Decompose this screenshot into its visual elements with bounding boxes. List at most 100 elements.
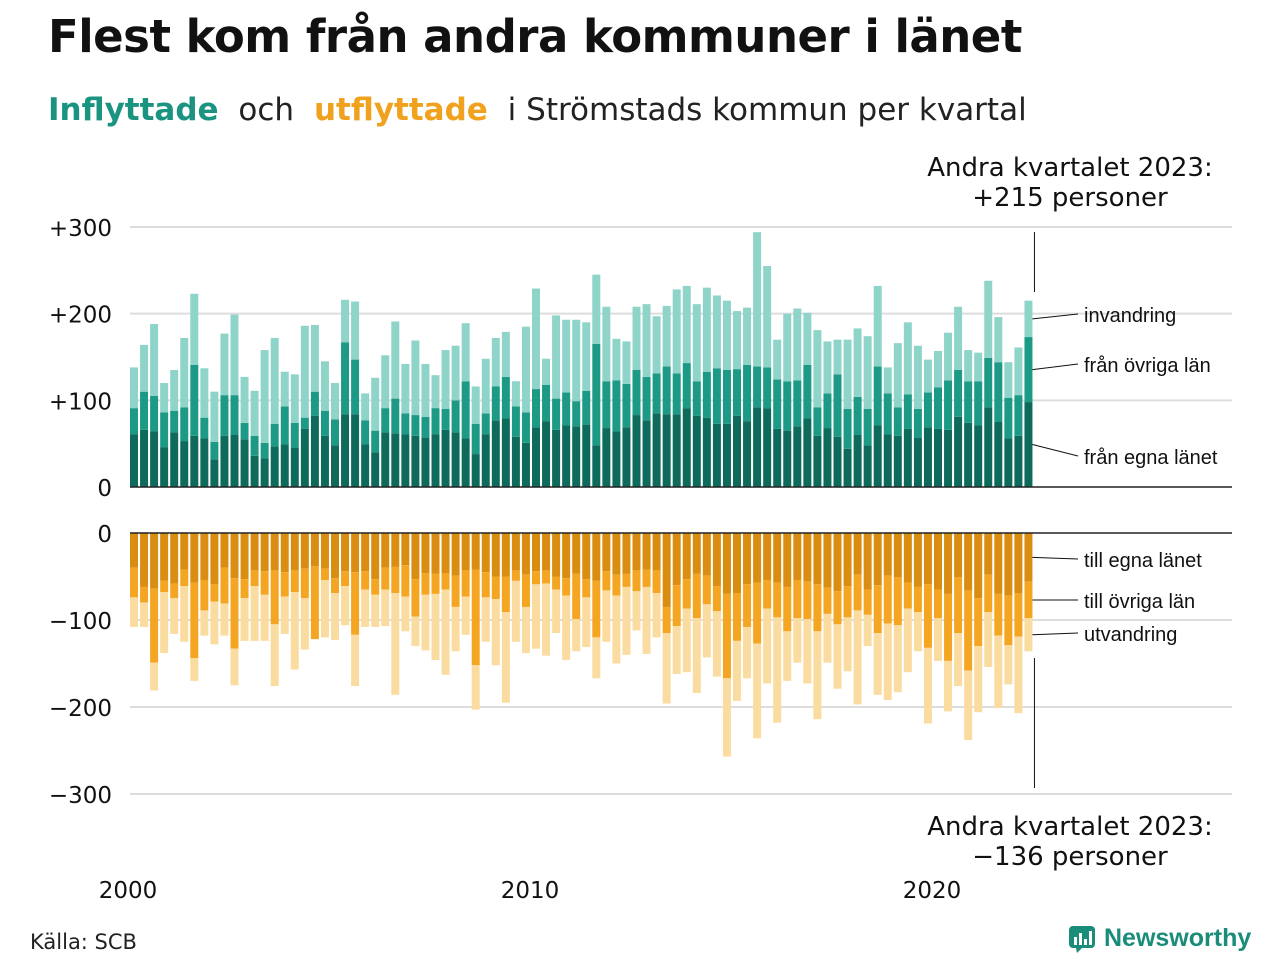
bar-in-egna-lanet bbox=[944, 429, 953, 487]
bar-in-egna-lanet bbox=[682, 408, 691, 487]
bar-out-ovriga-lan bbox=[371, 579, 380, 595]
bar-in-egna-lanet bbox=[773, 428, 782, 487]
bar-out-utvandring bbox=[341, 586, 350, 626]
bar-in-invandring bbox=[612, 338, 621, 381]
bar-in-ovriga-lan bbox=[481, 413, 490, 435]
bar-in-invandring bbox=[361, 393, 370, 421]
bar-out-egna-lanet bbox=[702, 533, 711, 576]
bar-out-utvandring bbox=[562, 595, 571, 661]
bar-in-egna-lanet bbox=[612, 431, 621, 487]
bar-out-utvandring bbox=[702, 604, 711, 658]
bar-out-egna-lanet bbox=[542, 533, 551, 571]
bar-in-ovriga-lan bbox=[280, 406, 289, 445]
bar-out-ovriga-lan bbox=[682, 579, 691, 609]
bar-in-egna-lanet bbox=[421, 437, 430, 487]
bar-out-ovriga-lan bbox=[280, 572, 289, 597]
bar-in-invandring bbox=[682, 285, 691, 364]
bar-in-invandring bbox=[692, 304, 701, 382]
bar-out-ovriga-lan bbox=[964, 590, 973, 671]
newsworthy-logo[interactable]: Newsworthy bbox=[1068, 924, 1251, 953]
bar-out-egna-lanet bbox=[250, 533, 259, 571]
bar-in-egna-lanet bbox=[170, 432, 179, 487]
bar-out-egna-lanet bbox=[612, 533, 621, 575]
bar-in-ovriga-lan bbox=[592, 344, 601, 446]
bar-in-invandring bbox=[210, 391, 219, 442]
bar-out-egna-lanet bbox=[481, 533, 490, 573]
bar-out-utvandring bbox=[461, 596, 470, 635]
bar-out-egna-lanet bbox=[411, 533, 420, 580]
bar-in-egna-lanet bbox=[863, 445, 872, 487]
newsworthy-logo-text: Newsworthy bbox=[1104, 924, 1252, 952]
bar-out-egna-lanet bbox=[562, 533, 571, 579]
bar-out-ovriga-lan bbox=[622, 573, 631, 587]
bar-out-egna-lanet bbox=[140, 533, 149, 587]
bar-in-invandring bbox=[270, 337, 279, 424]
bar-out-ovriga-lan bbox=[843, 586, 852, 618]
bar-out-ovriga-lan bbox=[521, 574, 530, 607]
bar-out-ovriga-lan bbox=[140, 586, 149, 603]
bar-out-utvandring bbox=[320, 579, 329, 638]
bar-in-invandring bbox=[1014, 347, 1023, 396]
bar-out-egna-lanet bbox=[341, 533, 350, 572]
bar-out-utvandring bbox=[622, 586, 631, 655]
bar-in-ovriga-lan bbox=[994, 362, 1003, 422]
bar-out-egna-lanet bbox=[532, 533, 540, 572]
bar-in-egna-lanet bbox=[692, 415, 701, 487]
bar-in-invandring bbox=[813, 330, 822, 408]
bar-out-egna-lanet bbox=[833, 533, 842, 592]
x-tick-label: 2010 bbox=[501, 878, 560, 904]
bar-in-ovriga-lan bbox=[270, 423, 279, 447]
bar-in-invandring bbox=[823, 341, 832, 394]
bar-in-invandring bbox=[954, 306, 963, 370]
bar-out-utvandring bbox=[652, 593, 661, 638]
bar-in-ovriga-lan bbox=[873, 366, 882, 426]
bar-in-ovriga-lan bbox=[220, 395, 229, 436]
bar-in-invandring bbox=[743, 307, 752, 365]
bar-out-egna-lanet bbox=[310, 533, 319, 567]
bar-in-egna-lanet bbox=[592, 445, 601, 487]
bar-in-invandring bbox=[351, 301, 360, 360]
bar-in-ovriga-lan bbox=[702, 371, 711, 418]
bar-out-egna-lanet bbox=[451, 533, 460, 576]
bar-out-egna-lanet bbox=[974, 533, 983, 599]
bar-in-ovriga-lan bbox=[451, 400, 460, 433]
bar-out-ovriga-lan bbox=[692, 573, 701, 619]
bar-out-utvandring bbox=[532, 584, 540, 649]
bar-out-utvandring bbox=[300, 598, 309, 650]
bar-in-egna-lanet bbox=[934, 428, 942, 487]
bar-out-egna-lanet bbox=[371, 533, 380, 580]
bar-in-egna-lanet bbox=[954, 416, 963, 487]
bar-out-utvandring bbox=[923, 647, 932, 724]
bar-out-utvandring bbox=[733, 640, 741, 701]
bar-out-ovriga-lan bbox=[803, 581, 812, 620]
bar-in-invandring bbox=[763, 266, 772, 368]
bar-out-utvandring bbox=[883, 623, 892, 701]
bar-in-invandring bbox=[200, 368, 209, 418]
bar-out-utvandring bbox=[793, 618, 802, 663]
series-labels: invandring från övriga län från egna länet… bbox=[1032, 305, 1218, 646]
source-credit: Källa: SCB bbox=[30, 930, 137, 954]
bar-in-egna-lanet bbox=[893, 435, 902, 487]
bar-out-egna-lanet bbox=[903, 533, 912, 583]
bar-in-invandring bbox=[944, 332, 953, 381]
bar-out-ovriga-lan bbox=[552, 576, 561, 590]
bar-out-ovriga-lan bbox=[341, 571, 350, 587]
bar-in-invandring bbox=[431, 375, 440, 409]
bar-in-egna-lanet bbox=[431, 434, 440, 487]
bar-out-ovriga-lan bbox=[300, 568, 309, 599]
bar-in-invandring bbox=[491, 337, 500, 387]
bar-in-invandring bbox=[712, 295, 721, 369]
bar-out-egna-lanet bbox=[763, 533, 772, 580]
top-series-label: från egna länet bbox=[1084, 447, 1218, 469]
bar-out-ovriga-lan bbox=[652, 570, 661, 594]
bar-in-invandring bbox=[532, 288, 540, 390]
bar-in-egna-lanet bbox=[622, 427, 631, 487]
bar-out-utvandring bbox=[290, 592, 299, 670]
bar-out-egna-lanet bbox=[582, 533, 591, 580]
top-y-tick-label: +300 bbox=[49, 216, 112, 242]
bar-in-egna-lanet bbox=[150, 431, 159, 487]
bar-in-invandring bbox=[401, 363, 410, 414]
bottom-label-connector bbox=[1032, 556, 1079, 560]
bar-out-ovriga-lan bbox=[833, 591, 842, 625]
bar-in-invandring bbox=[1024, 300, 1033, 338]
